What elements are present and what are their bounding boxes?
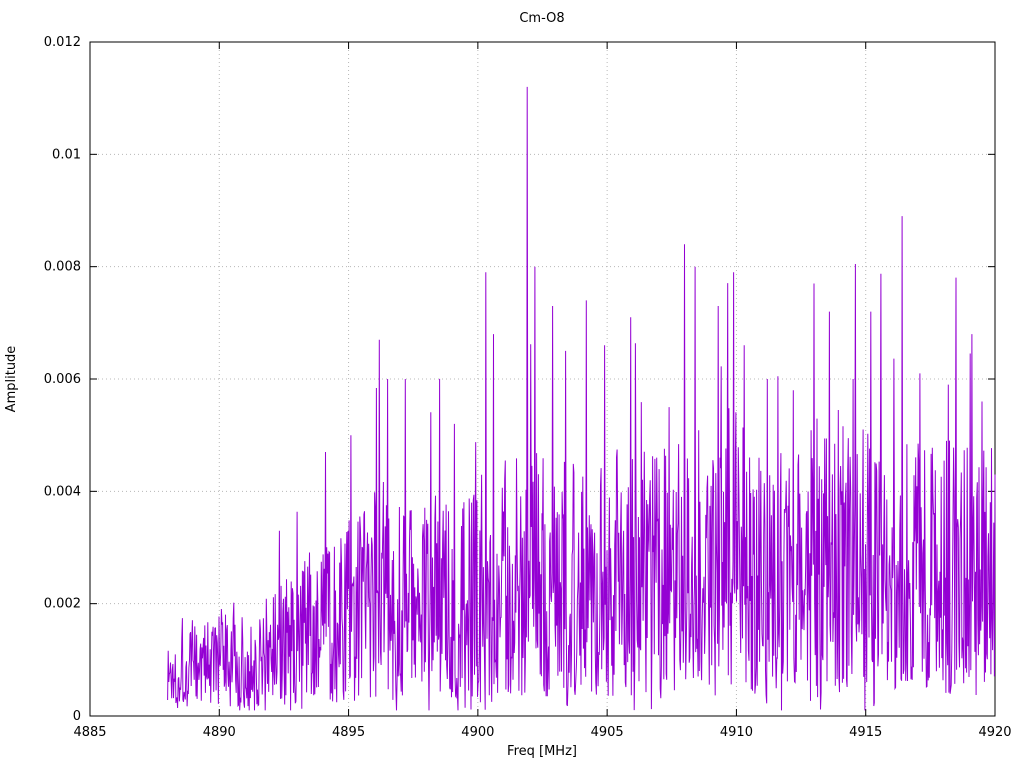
y-axis-label: Amplitude [4, 346, 19, 413]
y-tick-label: 0.008 [44, 260, 81, 275]
chart-title: Cm-O8 [519, 11, 564, 26]
y-tick-label: 0 [73, 709, 81, 724]
x-tick-label: 4910 [720, 725, 753, 740]
x-tick-label: 4895 [332, 725, 365, 740]
y-tick-label: 0.006 [44, 372, 81, 387]
x-tick-label: 4890 [203, 725, 236, 740]
x-tick-label: 4905 [591, 725, 624, 740]
data-series-line [167, 86, 996, 711]
x-tick-label: 4885 [73, 725, 106, 740]
y-tick-label: 0.002 [44, 597, 81, 612]
x-tick-label: 4920 [978, 725, 1011, 740]
x-axis-label: Freq [MHz] [507, 744, 577, 759]
y-tick-label: 0.004 [44, 484, 81, 499]
plot-layer: 4885 4890 4895 4900 4905 4910 4915 4920 0 0.002 0.… [44, 35, 1012, 740]
y-tick-label: 0.012 [44, 35, 81, 50]
x-tick-label: 4915 [849, 725, 882, 740]
y-tick-label: 0.01 [52, 147, 81, 162]
x-tick-label: 4900 [461, 725, 494, 740]
